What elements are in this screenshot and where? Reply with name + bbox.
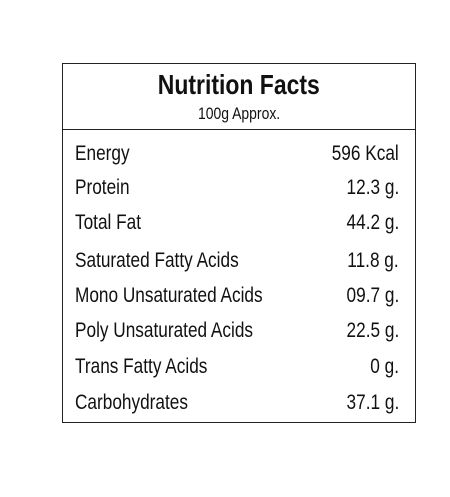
nutrient-name: Energy	[75, 142, 130, 165]
nutrient-row: Saturated Fatty Acids 11.8 g.	[75, 249, 399, 275]
nutrient-name: Protein	[75, 176, 130, 199]
nutrient-amount: 22.5 g.	[346, 319, 399, 342]
nutrient-row: Total Fat 44.2 g.	[75, 211, 399, 237]
nutrient-amount: 12.3 g.	[346, 176, 399, 199]
nutrition-label: Nutrition Facts 100g Approx. Energy 596 K…	[62, 63, 416, 423]
nutrient-amount: 44.2 g.	[346, 211, 399, 234]
nutrient-row: Trans Fatty Acids 0 g.	[75, 355, 399, 381]
nutrient-row: Energy 596 Kcal	[75, 142, 399, 168]
nutrient-amount: 37.1 g.	[346, 391, 399, 414]
nutrient-row: Poly Unsaturated Acids 22.5 g.	[75, 319, 399, 345]
nutrient-amount: 0 g.	[370, 355, 399, 378]
nutrient-row: Protein 12.3 g.	[75, 176, 399, 202]
nutrient-name: Mono Unsaturated Acids	[75, 284, 263, 307]
nutrient-name: Total Fat	[75, 211, 142, 234]
nutrient-row: Mono Unsaturated Acids 09.7 g.	[75, 284, 399, 310]
subtitle-wrap: 100g Approx.	[63, 104, 415, 124]
nutrient-name: Poly Unsaturated Acids	[75, 319, 254, 342]
nutrient-amount: 596 Kcal	[331, 142, 399, 165]
nutrient-name: Trans Fatty Acids	[75, 355, 208, 378]
nutrient-name: Carbohydrates	[75, 391, 188, 414]
subtitle: 100g Approx.	[197, 104, 281, 123]
title-wrap: Nutrition Facts	[63, 69, 415, 101]
nutrient-name: Saturated Fatty Acids	[75, 249, 239, 272]
divider	[63, 129, 415, 130]
nutrient-amount: 09.7 g.	[346, 284, 399, 307]
title: Nutrition Facts	[157, 69, 321, 100]
nutrient-amount: 11.8 g.	[347, 249, 399, 272]
nutrient-row: Carbohydrates 37.1 g.	[75, 391, 399, 417]
